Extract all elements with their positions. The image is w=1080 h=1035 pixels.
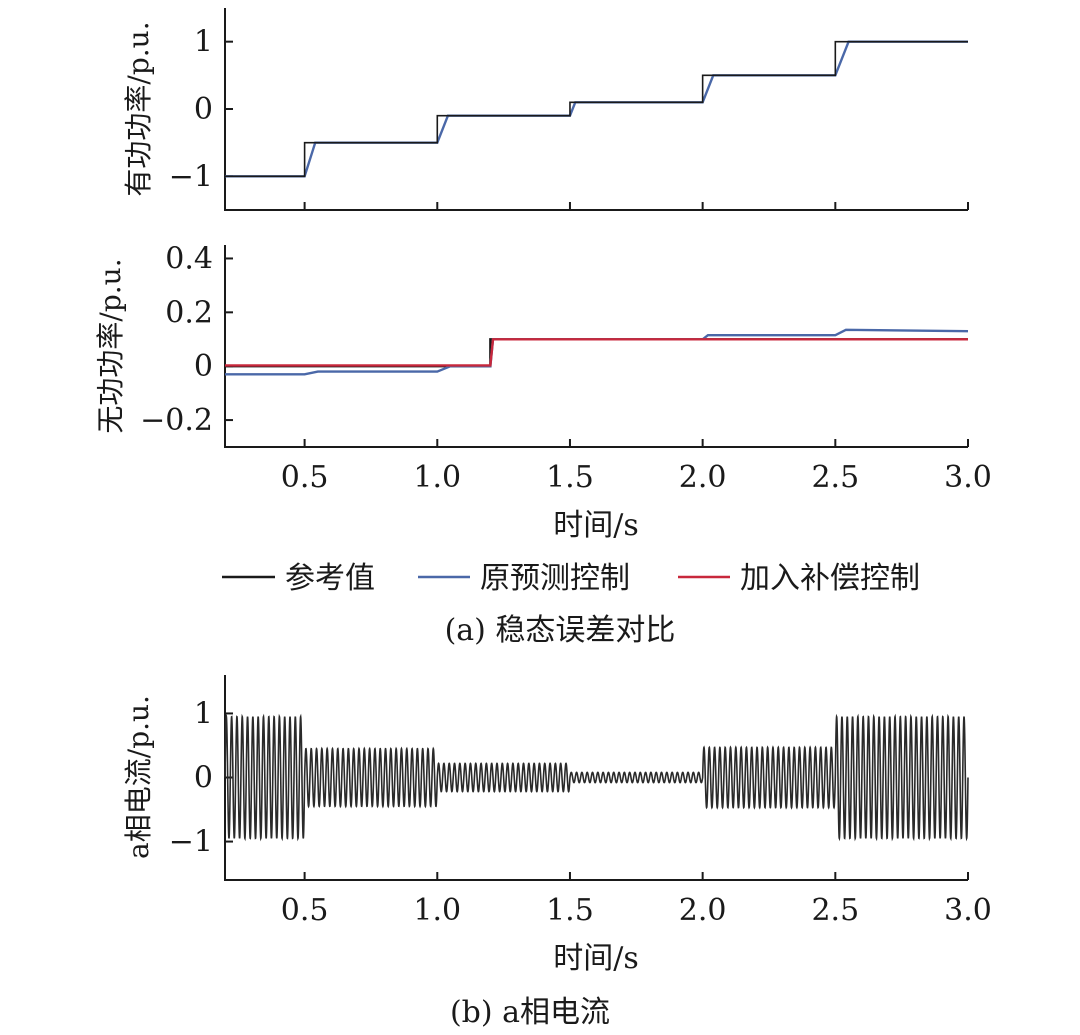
series-line-reference bbox=[225, 40, 968, 178]
legend: 参考值 原预测控制 加入补偿控制 bbox=[222, 561, 920, 596]
reactive-power-y-label: 无功功率/p.u. bbox=[94, 258, 127, 433]
reactive-power-chart: −0.2 0 0.2 0.4 0.5 1.0 1.5 2.0 2.5 3.0 无功功率/p.u.… bbox=[94, 241, 992, 543]
x-tick-label: 0.5 bbox=[281, 893, 329, 928]
phase-a-current-x-label: 时间/s bbox=[553, 941, 639, 976]
x-tick-label: 2.5 bbox=[811, 460, 859, 495]
y-tick-label: 0 bbox=[194, 92, 213, 127]
active-power-axes bbox=[224, 8, 968, 211]
y-tick-label: 0 bbox=[194, 349, 213, 384]
phase-a-current-chart: −1 0 1 0.5 1.0 1.5 2.0 2.5 3.0 a相电流/p.u. 时间/s bbox=[122, 675, 992, 976]
reactive-power-axes bbox=[224, 245, 968, 448]
y-tick-label: −1 bbox=[169, 159, 213, 194]
y-tick-label: 0 bbox=[194, 761, 213, 796]
series-line-compensated bbox=[225, 338, 968, 367]
x-tick-label: 3.0 bbox=[944, 460, 992, 495]
x-tick-label: 1.5 bbox=[546, 893, 594, 928]
series-line-original-mpc bbox=[225, 328, 969, 376]
y-tick-label: −0.2 bbox=[140, 403, 213, 438]
y-tick-label: 1 bbox=[194, 696, 213, 731]
y-tick-label: 0.4 bbox=[165, 241, 213, 276]
x-tick-label: 0.5 bbox=[281, 460, 329, 495]
y-tick-label: −1 bbox=[169, 825, 213, 860]
legend-label-compensated: 加入补偿控制 bbox=[740, 561, 920, 596]
series-line-reference bbox=[225, 338, 968, 368]
x-tick-label: 1.5 bbox=[546, 460, 594, 495]
x-tick-label: 1.0 bbox=[413, 460, 461, 495]
x-tick-label: 2.5 bbox=[811, 893, 859, 928]
series-line-original-mpc bbox=[225, 40, 968, 178]
legend-label-original-mpc: 原预测控制 bbox=[480, 561, 630, 596]
active-power-y-label: 有功功率/p.u. bbox=[122, 21, 155, 196]
active-power-chart: −1 0 1 有功功率/p.u. bbox=[122, 8, 969, 211]
y-tick-label: 1 bbox=[194, 25, 213, 60]
caption-b: (b) a相电流 bbox=[450, 995, 610, 1030]
x-tick-label: 1.0 bbox=[413, 893, 461, 928]
x-tick-label: 2.0 bbox=[679, 893, 727, 928]
caption-a: (a) 稳态误差对比 bbox=[445, 613, 676, 648]
x-tick-label: 2.0 bbox=[679, 460, 727, 495]
phase-a-current-y-label: a相电流/p.u. bbox=[122, 695, 155, 859]
series-line-phase-a-current bbox=[224, 713, 969, 842]
legend-label-reference: 参考值 bbox=[285, 561, 375, 596]
x-tick-label: 3.0 bbox=[944, 893, 992, 928]
y-tick-label: 0.2 bbox=[165, 295, 213, 330]
reactive-power-x-label: 时间/s bbox=[553, 508, 639, 543]
